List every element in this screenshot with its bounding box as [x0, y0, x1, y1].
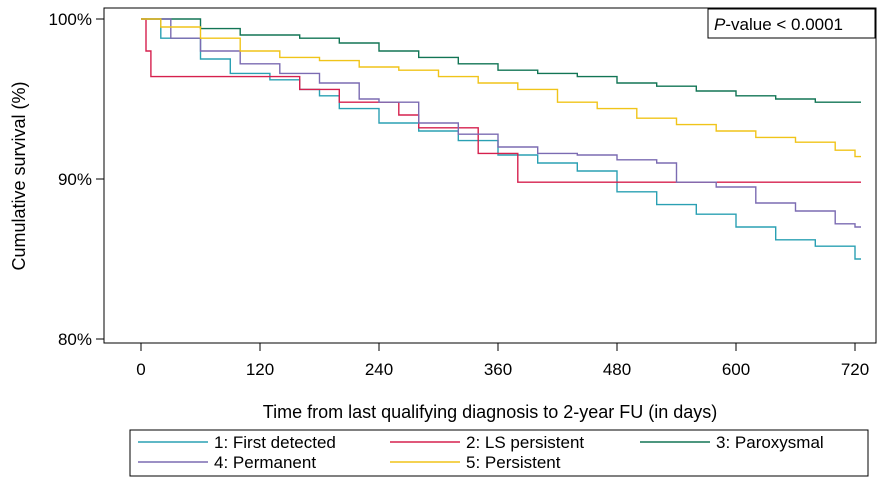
survival-curves: [141, 18, 861, 260]
legend: 1: First detected 2: LS persistent 3: Paro…: [138, 433, 824, 472]
y-axis-title: Cumulative survival (%): [9, 81, 29, 270]
series-line-1: [141, 18, 861, 260]
x-tick-label: 600: [722, 360, 750, 379]
y-tick-label: 90%: [58, 170, 92, 189]
legend-box: [129, 429, 869, 477]
x-axis: 0 120 240 360 480 600 720: [104, 342, 876, 379]
x-tick-label: 120: [246, 360, 274, 379]
legend-label: 5: Persistent: [466, 453, 561, 472]
legend-label: 1: First detected: [214, 433, 336, 452]
series-line-3: [141, 18, 861, 103]
legend-label: 3: Paroxysmal: [716, 433, 824, 452]
y-tick-label: 100%: [49, 10, 92, 29]
legend-label: 2: LS persistent: [466, 433, 584, 452]
pvalue-rest: -value < 0.0001: [725, 15, 843, 34]
legend-label: 4: Permanent: [214, 453, 316, 472]
x-tick-label: 360: [484, 360, 512, 379]
pvalue-annotation: P-value < 0.0001: [707, 8, 876, 39]
pvalue-text: P-value < 0.0001: [714, 15, 843, 34]
plot-frame: [103, 7, 877, 344]
series-line-4: [141, 18, 861, 228]
x-tick-label: 480: [603, 360, 631, 379]
x-tick-label: 240: [365, 360, 393, 379]
series-line-2: [141, 18, 861, 183]
x-axis-title: Time from last qualifying diagnosis to 2…: [263, 402, 718, 422]
x-tick-label: 0: [136, 360, 145, 379]
series-line-5: [141, 18, 861, 158]
pvalue-box: [707, 8, 876, 39]
y-tick-label: 80%: [58, 330, 92, 349]
y-axis: 80% 90% 100%: [49, 10, 104, 349]
x-tick-label: 720: [841, 360, 869, 379]
pvalue-italic: P: [714, 15, 726, 34]
